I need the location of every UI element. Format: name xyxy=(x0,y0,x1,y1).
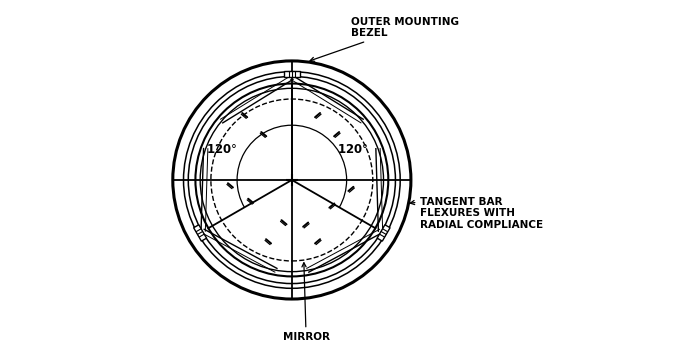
Text: 120$\degree$: 120$\degree$ xyxy=(206,143,238,156)
Polygon shape xyxy=(377,225,390,241)
Polygon shape xyxy=(194,225,207,241)
Text: OUTER MOUNTING
BEZEL: OUTER MOUNTING BEZEL xyxy=(310,17,460,61)
Text: 120$\degree$: 120$\degree$ xyxy=(336,143,368,156)
Text: MIRROR: MIRROR xyxy=(283,263,330,342)
Polygon shape xyxy=(284,71,299,77)
Text: TANGENT BAR
FLEXURES WITH
RADIAL COMPLIANCE: TANGENT BAR FLEXURES WITH RADIAL COMPLIA… xyxy=(411,197,544,230)
